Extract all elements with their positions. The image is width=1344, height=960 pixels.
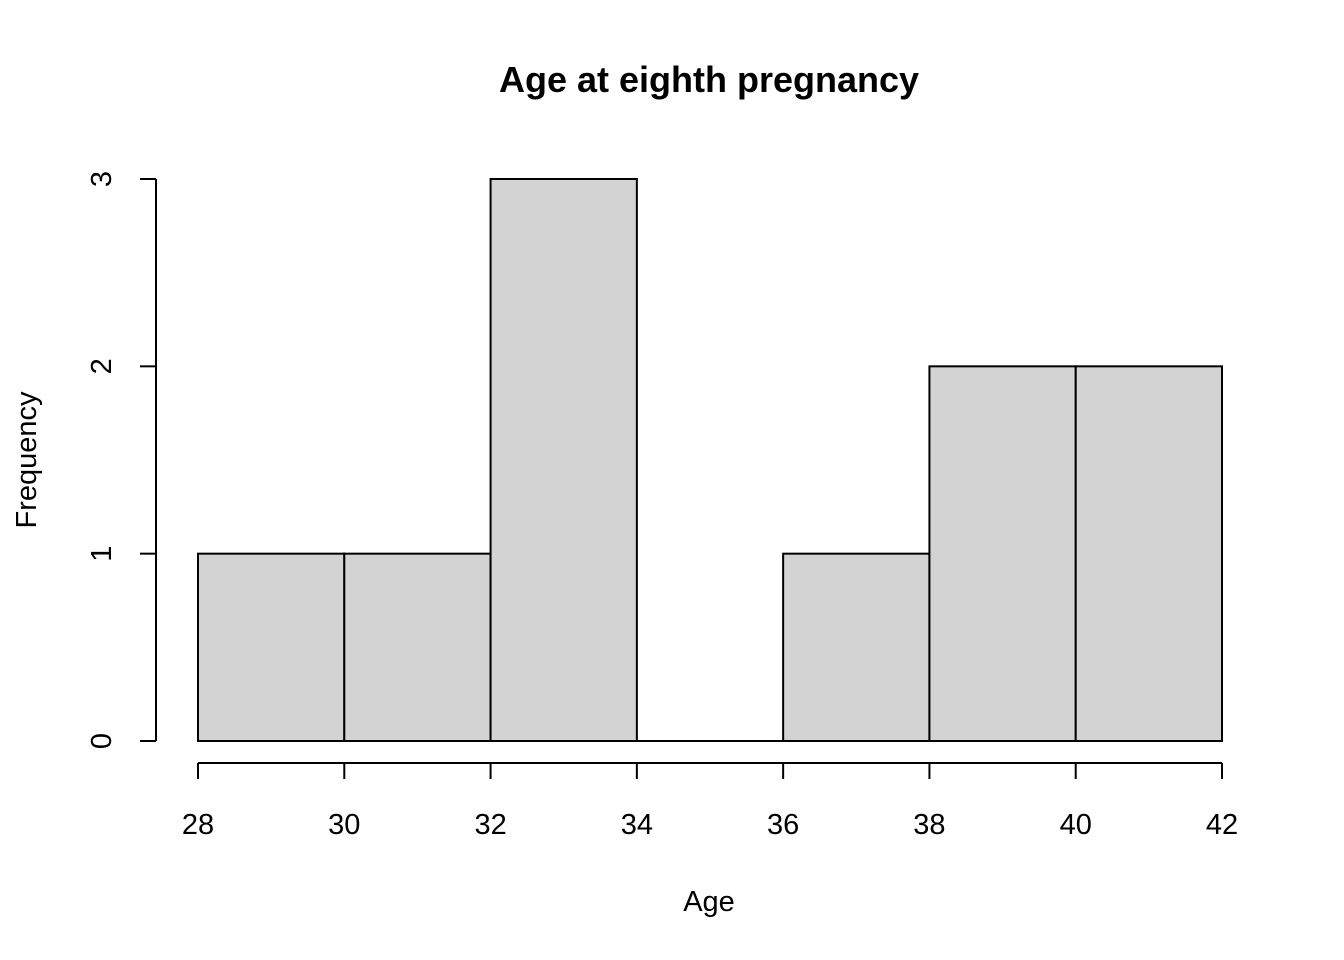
x-tick-label: 42: [1206, 809, 1238, 841]
bar-28-30: [197, 552, 346, 743]
y-axis-label: Frequency: [11, 391, 43, 529]
bar-38-40: [928, 365, 1077, 742]
bar-40-42: [1074, 365, 1223, 742]
x-tick-label: 28: [182, 809, 214, 841]
bar-32-34: [489, 178, 638, 742]
x-tick-label: 38: [913, 809, 945, 841]
x-tick-label: 40: [1060, 809, 1092, 841]
x-tick-label: 36: [767, 809, 799, 841]
y-tick-label: 0: [86, 733, 118, 749]
bar-30-32: [343, 552, 492, 743]
x-axis-label: Age: [683, 886, 735, 918]
y-tick-label: 3: [86, 171, 118, 187]
x-tick-label: 30: [328, 809, 360, 841]
bar-36-38: [782, 552, 931, 743]
y-axis: 0 1 2 3: [86, 171, 157, 749]
bars-group: [197, 178, 1223, 743]
x-tick-label: 32: [474, 809, 506, 841]
x-axis: 28 30 32 34 36 38 40 42: [182, 762, 1238, 841]
x-tick-label: 34: [621, 809, 653, 841]
chart-title: Age at eighth pregnancy: [499, 59, 919, 100]
y-tick-label: 2: [86, 358, 118, 374]
y-tick-label: 1: [86, 546, 118, 562]
